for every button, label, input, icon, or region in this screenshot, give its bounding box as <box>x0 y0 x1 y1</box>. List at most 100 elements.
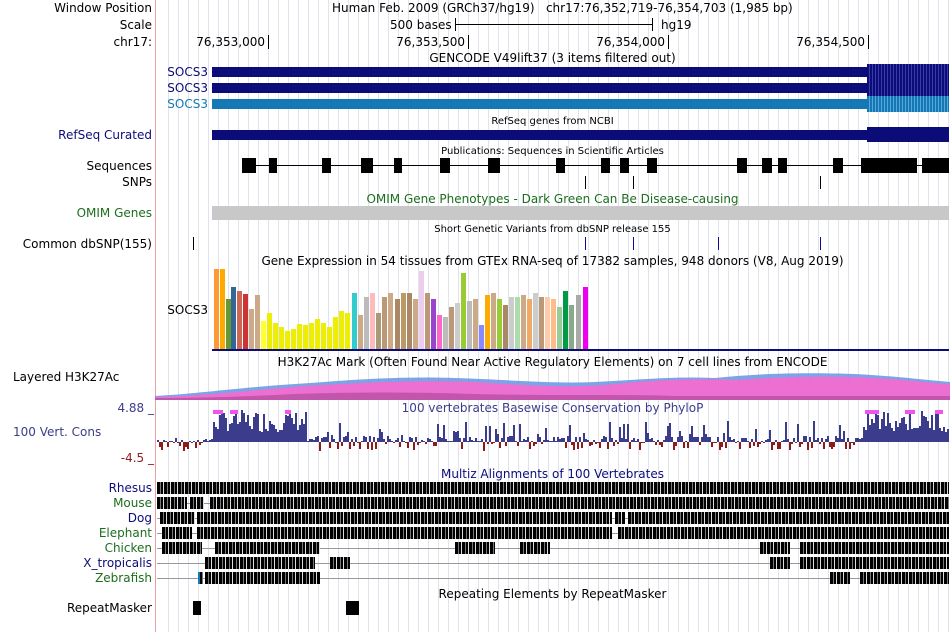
publication-sequence-block[interactable] <box>620 158 629 173</box>
gtex-tissue-bar[interactable] <box>303 325 308 349</box>
gtex-tissue-bar[interactable] <box>473 299 478 349</box>
gtex-tissue-bar[interactable] <box>237 291 242 349</box>
gtex-tissue-bar[interactable] <box>485 295 490 349</box>
gtex-tissue-bar[interactable] <box>449 307 454 349</box>
repeatmasker-track-label[interactable]: RepeatMasker <box>66 601 152 615</box>
gtex-tissue-bar[interactable] <box>285 331 290 349</box>
publications-track-label[interactable]: Sequences <box>86 159 152 173</box>
publication-sequence-block[interactable] <box>762 158 772 173</box>
multiz-alignment-block[interactable] <box>205 557 315 569</box>
gtex-tissue-bar[interactable] <box>491 293 496 349</box>
gtex-tissue-bar[interactable] <box>315 319 320 349</box>
gtex-tissue-bar[interactable] <box>443 317 448 349</box>
gtex-tissue-bar[interactable] <box>370 293 375 349</box>
gtex-tissue-bar[interactable] <box>551 299 556 349</box>
gtex-tissue-bar[interactable] <box>425 293 430 349</box>
gtex-tissue-bar[interactable] <box>545 297 550 349</box>
gtex-tissue-bar[interactable] <box>279 327 284 349</box>
multiz-alignment-block[interactable] <box>770 557 790 569</box>
gencode-transcript-cds[interactable] <box>867 96 949 112</box>
gtex-tissue-bar[interactable] <box>401 293 406 349</box>
publication-sequence-block[interactable] <box>488 158 500 173</box>
gencode-transcript-cds[interactable] <box>867 64 949 80</box>
multiz-alignment-block[interactable] <box>205 572 320 584</box>
gtex-tissue-bar[interactable] <box>214 269 219 349</box>
publication-sequence-block[interactable] <box>394 158 402 173</box>
multiz-alignment-block[interactable] <box>800 557 949 569</box>
gtex-tissue-bar[interactable] <box>503 305 508 349</box>
publication-sequence-block[interactable] <box>242 158 256 173</box>
multiz-alignment-block[interactable] <box>157 497 187 509</box>
dbsnp-variant-tick[interactable] <box>718 237 719 250</box>
multiz-alignment-block[interactable] <box>628 512 949 524</box>
gtex-tissue-bar[interactable] <box>376 313 381 349</box>
multiz-alignment-block[interactable] <box>210 497 949 509</box>
gtex-tissue-bar[interactable] <box>226 299 231 349</box>
refseq-gene-utr[interactable] <box>212 130 867 140</box>
refseq-gene-cds[interactable] <box>867 127 949 142</box>
gtex-tissue-bar[interactable] <box>243 294 248 349</box>
gtex-tissue-bar[interactable] <box>352 293 357 349</box>
multiz-species-label[interactable]: Chicken <box>104 541 152 555</box>
gtex-tissue-bar[interactable] <box>291 329 296 349</box>
multiz-alignment-block[interactable] <box>615 512 625 524</box>
h3k27ac-signal[interactable] <box>155 370 950 400</box>
gtex-tissue-bar[interactable] <box>339 311 344 349</box>
dbsnp-track-label[interactable]: Common dbSNP(155) <box>22 237 152 251</box>
multiz-alignment-block[interactable] <box>215 542 320 554</box>
gtex-tissue-bar[interactable] <box>249 309 254 349</box>
gencode-item-label[interactable]: SOCS3 <box>167 65 208 79</box>
multiz-species-label[interactable]: Zebrafish <box>95 571 152 585</box>
gtex-tissue-bar[interactable] <box>527 299 532 349</box>
gtex-tissue-bar[interactable] <box>583 287 588 349</box>
multiz-alignment-block[interactable] <box>199 572 203 584</box>
snps-track-label[interactable]: SNPs <box>122 175 152 189</box>
multiz-species-label[interactable]: Dog <box>127 511 152 525</box>
multiz-alignment-block[interactable] <box>618 527 949 539</box>
publication-sequence-block[interactable] <box>861 158 917 173</box>
gtex-gene-label[interactable]: SOCS3 <box>167 303 208 317</box>
gtex-tissue-bar[interactable] <box>358 315 363 349</box>
gtex-tissue-bar[interactable] <box>479 325 484 349</box>
gencode-transcript-utr[interactable] <box>212 83 867 93</box>
dbsnp-variant-tick[interactable] <box>820 237 821 250</box>
multiz-alignment-block[interactable] <box>520 542 550 554</box>
snp-tick[interactable] <box>820 176 821 189</box>
multiz-species-label[interactable]: Mouse <box>113 496 152 510</box>
publication-sequence-block[interactable] <box>833 158 843 173</box>
publication-sequence-block[interactable] <box>647 158 657 173</box>
gtex-tissue-bar[interactable] <box>333 317 338 349</box>
multiz-alignment-block[interactable] <box>330 557 350 569</box>
gtex-tissue-bar[interactable] <box>521 295 526 349</box>
multiz-alignment-block[interactable] <box>197 512 612 524</box>
publication-sequence-block[interactable] <box>778 158 787 173</box>
gtex-tissue-bar[interactable] <box>509 297 514 349</box>
publication-sequence-block[interactable] <box>361 158 373 173</box>
gencode-item-label[interactable]: SOCS3 <box>167 81 208 95</box>
gtex-tissue-bar[interactable] <box>497 299 502 349</box>
gencode-transcript-utr[interactable] <box>212 67 867 77</box>
multiz-alignment-block[interactable] <box>760 542 790 554</box>
gtex-tissue-bar[interactable] <box>557 307 562 349</box>
publication-sequence-block[interactable] <box>556 158 565 173</box>
multiz-alignment-block[interactable] <box>830 572 850 584</box>
snp-tick[interactable] <box>633 176 634 189</box>
snp-tick[interactable] <box>585 176 586 189</box>
publication-sequence-block[interactable] <box>601 158 610 173</box>
gtex-tissue-bar[interactable] <box>515 297 520 349</box>
multiz-species-label[interactable]: Elephant <box>98 526 152 540</box>
gtex-tissue-bar[interactable] <box>431 299 436 349</box>
gtex-tissue-bar[interactable] <box>273 323 278 349</box>
gtex-tissue-bar[interactable] <box>533 293 538 349</box>
h3k27ac-track-label[interactable]: Layered H3K27Ac <box>13 370 120 384</box>
multiz-alignment-block[interactable] <box>157 482 949 494</box>
gtex-tissue-bar[interactable] <box>467 301 472 349</box>
gtex-tissue-bar[interactable] <box>261 321 266 349</box>
gtex-tissue-bar[interactable] <box>437 315 442 349</box>
gtex-tissue-bar[interactable] <box>231 287 236 349</box>
multiz-alignment-block[interactable] <box>160 512 195 524</box>
gtex-tissue-bar[interactable] <box>327 327 332 349</box>
multiz-species-label[interactable]: X_tropicalis <box>83 556 152 570</box>
omim-track-label[interactable]: OMIM Genes <box>76 206 152 220</box>
publication-sequence-block[interactable] <box>737 158 747 173</box>
